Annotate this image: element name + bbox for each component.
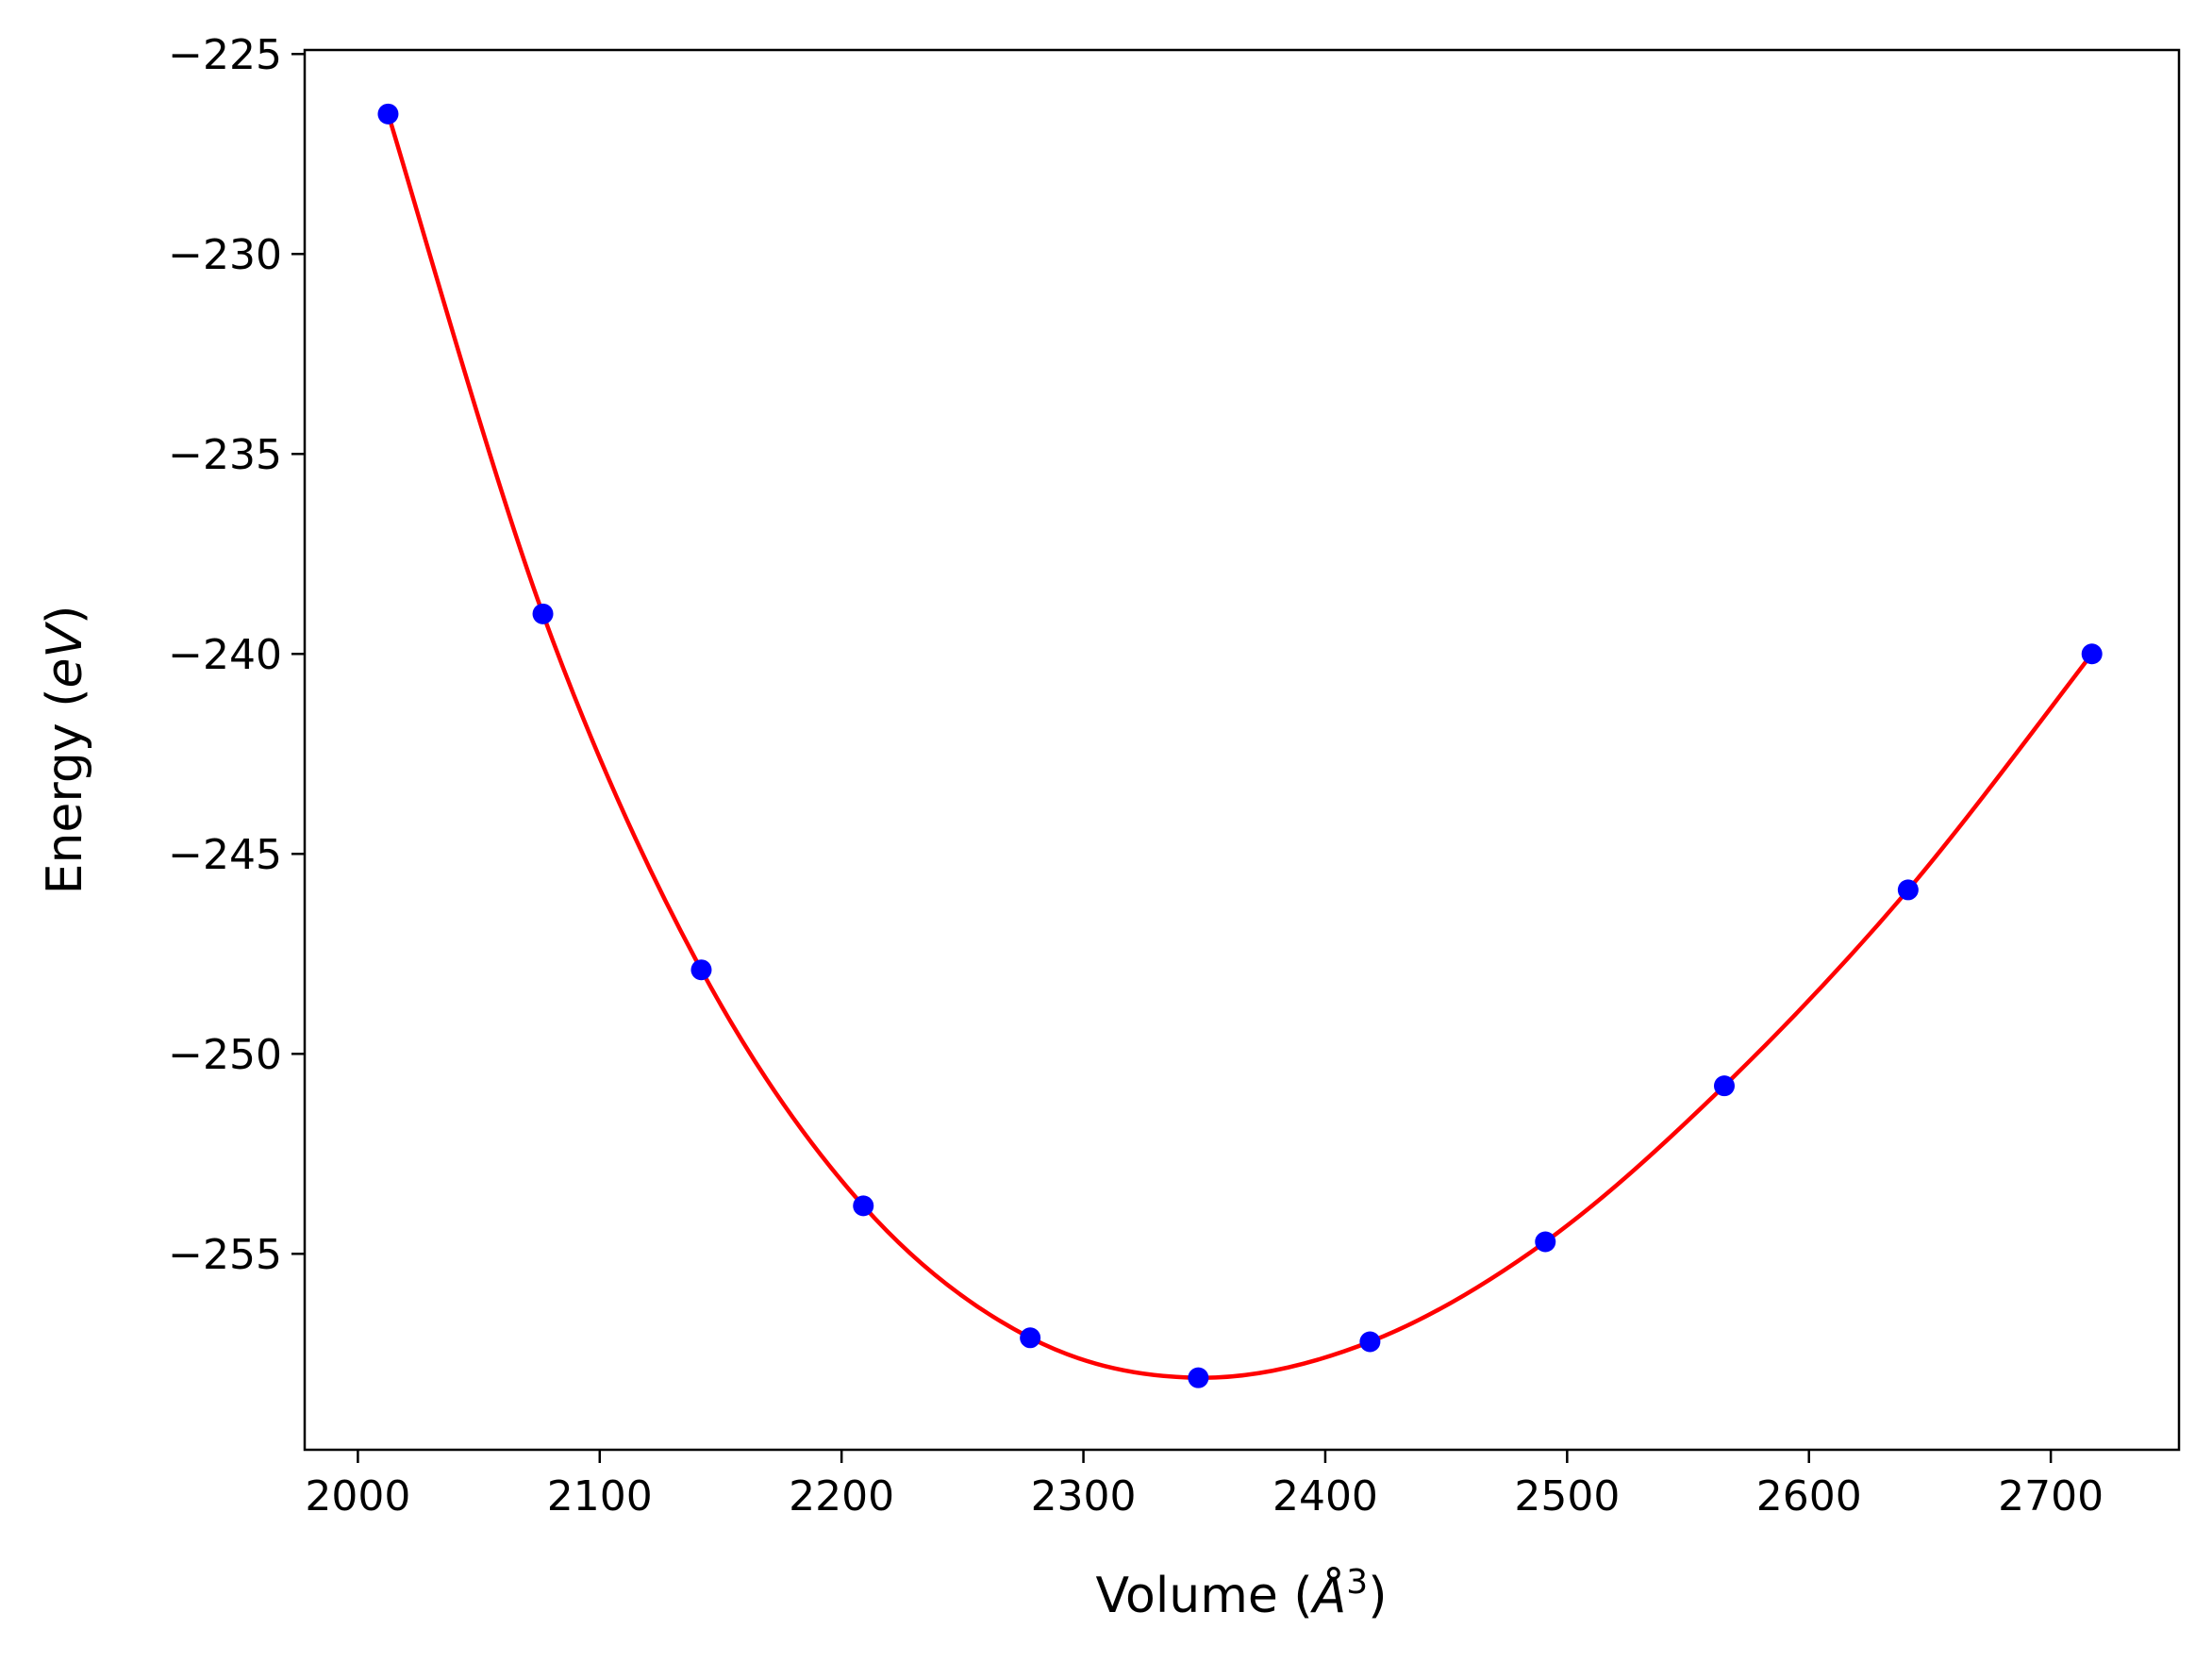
fit-curve bbox=[386, 113, 2094, 1380]
data-point bbox=[1020, 1327, 1041, 1349]
data-point bbox=[1897, 879, 1919, 901]
data-point bbox=[1713, 1075, 1735, 1097]
axes-frame bbox=[303, 48, 2181, 1452]
plot-area bbox=[377, 103, 2103, 1388]
data-point bbox=[1188, 1367, 1209, 1388]
y-tick-label: −235 bbox=[168, 431, 282, 479]
x-axis-label: Volume (Å3) bbox=[1096, 1563, 1388, 1624]
y-tick-label: −225 bbox=[168, 31, 282, 79]
x-tick-label: 2100 bbox=[547, 1472, 653, 1521]
x-tick-label: 2000 bbox=[305, 1472, 410, 1521]
x-tick-label: 2700 bbox=[1998, 1472, 2104, 1521]
x-tick-label: 2600 bbox=[1756, 1472, 1862, 1521]
x-tick-label: 2400 bbox=[1272, 1472, 1378, 1521]
x-tick-label: 2200 bbox=[789, 1472, 894, 1521]
data-point bbox=[377, 103, 399, 125]
x-axis-ticks: 2000 2100 2200 2300 2400 2500 2600 2700 bbox=[305, 1450, 2104, 1521]
y-axis-ticks: −225 −230 −235 −240 −245 −250 −255 bbox=[168, 31, 305, 1279]
data-point bbox=[1535, 1231, 1556, 1253]
data-point bbox=[853, 1195, 874, 1217]
y-tick-label: −245 bbox=[168, 831, 282, 879]
x-tick-label: 2300 bbox=[1031, 1472, 1137, 1521]
data-point bbox=[1359, 1331, 1381, 1353]
x-tick-label: 2500 bbox=[1514, 1472, 1620, 1521]
y-tick-label: −255 bbox=[168, 1231, 282, 1279]
data-point bbox=[2081, 643, 2103, 665]
y-tick-label: −250 bbox=[168, 1031, 282, 1079]
data-point bbox=[532, 603, 554, 624]
y-tick-label: −230 bbox=[168, 231, 282, 279]
y-axis-label: Energy (eV) bbox=[37, 606, 93, 895]
y-tick-label: −240 bbox=[168, 631, 282, 679]
data-point bbox=[690, 959, 712, 981]
